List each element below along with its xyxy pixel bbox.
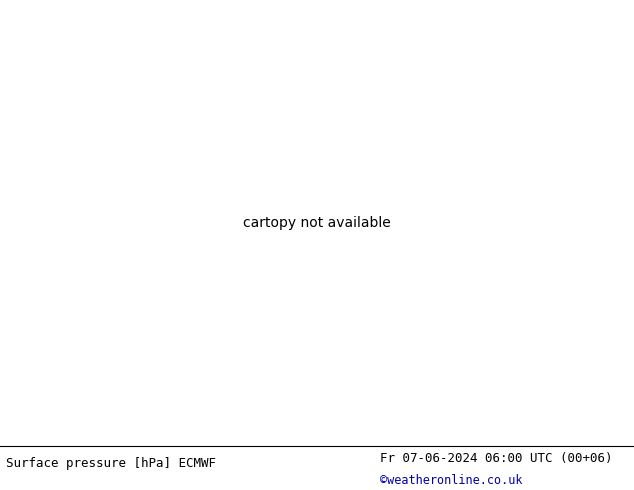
Text: Surface pressure [hPa] ECMWF: Surface pressure [hPa] ECMWF xyxy=(6,457,216,469)
Text: cartopy not available: cartopy not available xyxy=(243,216,391,230)
Text: ©weatheronline.co.uk: ©weatheronline.co.uk xyxy=(380,474,523,487)
Text: Fr 07-06-2024 06:00 UTC (00+06): Fr 07-06-2024 06:00 UTC (00+06) xyxy=(380,452,613,465)
